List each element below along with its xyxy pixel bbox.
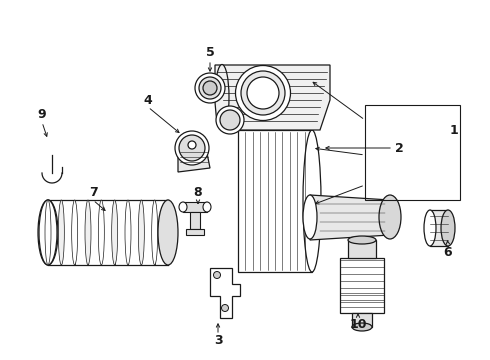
- Ellipse shape: [203, 81, 217, 95]
- Ellipse shape: [125, 200, 131, 265]
- Text: 6: 6: [443, 246, 452, 258]
- Ellipse shape: [138, 200, 145, 265]
- Ellipse shape: [220, 110, 240, 130]
- Ellipse shape: [199, 77, 221, 99]
- Ellipse shape: [221, 305, 228, 311]
- Ellipse shape: [352, 323, 372, 331]
- Ellipse shape: [152, 200, 158, 265]
- Ellipse shape: [179, 135, 205, 161]
- Ellipse shape: [39, 200, 57, 265]
- Polygon shape: [183, 202, 207, 212]
- Ellipse shape: [247, 77, 279, 109]
- Text: 7: 7: [89, 185, 98, 198]
- Bar: [340, 258, 384, 313]
- Ellipse shape: [303, 130, 321, 272]
- Ellipse shape: [188, 141, 196, 149]
- Ellipse shape: [175, 131, 209, 165]
- Ellipse shape: [214, 271, 220, 279]
- Bar: [238, 130, 312, 272]
- Ellipse shape: [379, 195, 401, 239]
- Ellipse shape: [216, 106, 244, 134]
- Text: 9: 9: [38, 108, 47, 122]
- Ellipse shape: [98, 200, 104, 265]
- Ellipse shape: [303, 195, 317, 239]
- Text: 2: 2: [395, 141, 404, 154]
- Text: 10: 10: [349, 319, 367, 332]
- Polygon shape: [186, 229, 204, 235]
- Bar: [348, 240, 376, 258]
- Polygon shape: [430, 210, 448, 246]
- Bar: [352, 313, 372, 327]
- Ellipse shape: [215, 64, 229, 130]
- Ellipse shape: [195, 73, 225, 103]
- Text: 8: 8: [194, 185, 202, 198]
- Polygon shape: [190, 212, 200, 229]
- Ellipse shape: [38, 200, 58, 265]
- Text: 5: 5: [206, 45, 215, 58]
- Ellipse shape: [45, 200, 51, 265]
- Ellipse shape: [424, 210, 436, 246]
- Text: 4: 4: [144, 94, 152, 107]
- Ellipse shape: [85, 200, 91, 265]
- Ellipse shape: [203, 202, 211, 212]
- Bar: [365, 105, 460, 200]
- Text: 1: 1: [450, 123, 459, 136]
- Ellipse shape: [236, 66, 291, 121]
- Ellipse shape: [179, 202, 187, 212]
- Ellipse shape: [72, 200, 78, 265]
- Ellipse shape: [165, 200, 171, 265]
- Ellipse shape: [241, 71, 285, 115]
- Ellipse shape: [441, 210, 455, 246]
- Polygon shape: [178, 148, 210, 172]
- Ellipse shape: [112, 200, 118, 265]
- Polygon shape: [310, 195, 390, 240]
- Polygon shape: [210, 268, 240, 318]
- Ellipse shape: [58, 200, 64, 265]
- Ellipse shape: [158, 200, 178, 265]
- Polygon shape: [215, 65, 330, 130]
- Text: 3: 3: [214, 333, 222, 346]
- Ellipse shape: [348, 236, 376, 244]
